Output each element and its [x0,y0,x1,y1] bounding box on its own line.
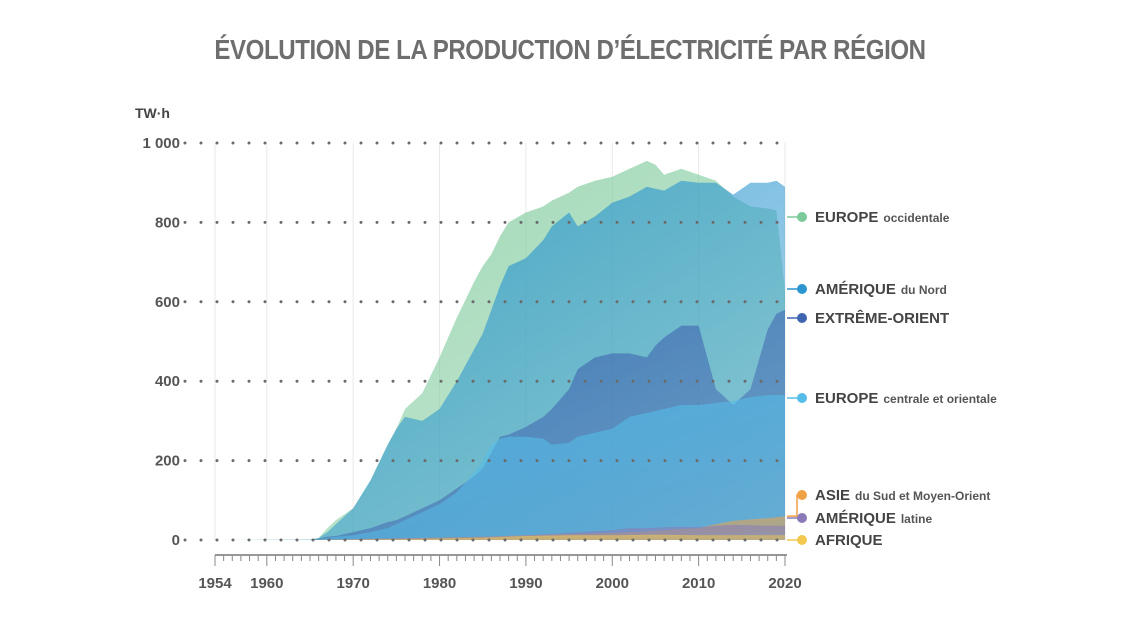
legend-label: ASIE du Sud et Moyen-Orient [815,487,990,504]
y-tick-label: 1 000 [142,135,180,152]
x-tick-label: 2010 [682,575,715,592]
legend-marker [797,535,807,545]
series-areas [215,160,785,540]
area-afrique [215,534,785,540]
y-tick-label: 400 [155,373,180,390]
legend-marker [797,513,807,523]
legend-label: AMÉRIQUE latine [815,510,933,527]
x-tick-label: 2020 [768,575,801,592]
x-tick-label: 1960 [250,575,283,592]
legend-label: AFRIQUE [815,532,883,549]
legend-marker [797,490,807,500]
legend-label: EUROPE occidentale [815,209,950,226]
legend-label: EXTRÊME-ORIENT [815,309,949,327]
legend-label: AMÉRIQUE du Nord [815,281,947,298]
legend-marker [797,313,807,323]
x-tick-label: 1970 [336,575,369,592]
x-tick-label: 1980 [423,575,456,592]
x-axis: 1954 1960 1970 1980 1990 2000 2010 2020 [198,554,802,592]
y-tick-label: 0 [172,532,180,549]
y-tick-label: 800 [155,214,180,231]
legend-marker [797,212,807,222]
legend-marker [797,393,807,403]
y-tick-label: 600 [155,294,180,311]
y-tick-label: 200 [155,453,180,470]
area-europe-centrale-et-orientale [215,395,785,540]
y-axis-unit: TW·h [135,105,170,121]
chart-title: ÉVOLUTION DE LA PRODUCTION D’ÉLECTRICITÉ… [214,34,926,65]
legend-label: EUROPE centrale et orientale [815,390,997,407]
x-tick-label: 1990 [509,575,542,592]
x-tick-label: 2000 [596,575,629,592]
x-tick-label: 1954 [198,575,232,592]
legend-marker [797,284,807,294]
y-axis: 0 200 400 600 800 1 000 [142,135,180,549]
legend: EUROPE occidentale AMÉRIQUE du Nord EXTRÊME-… [787,209,997,549]
